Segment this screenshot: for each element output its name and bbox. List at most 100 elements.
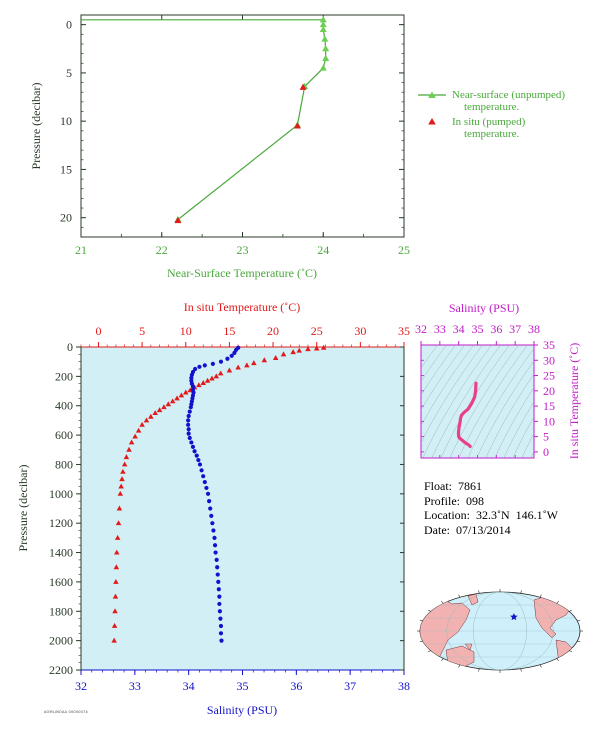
- pressure-tick-label: 200: [55, 369, 73, 383]
- near-surface-point: [321, 35, 329, 42]
- ts-isopycnal: [512, 416, 534, 458]
- map-frame-tick: [419, 619, 423, 622]
- temperature-point: [204, 377, 211, 383]
- map-frame-tick: [458, 594, 461, 598]
- land-kamchatka: [467, 593, 479, 606]
- temperature-point: [111, 622, 118, 628]
- near-surface-x-label: Near-Surface Temperature (˚C): [167, 266, 317, 280]
- salinity-point: [207, 499, 212, 504]
- temp-tick-label: 5: [139, 324, 145, 338]
- salinity-point: [214, 557, 219, 562]
- temperature-point: [143, 417, 150, 423]
- ts-isopycnal: [421, 345, 438, 369]
- map-frame-tick: [441, 658, 444, 661]
- near-surface-chart: 21 22 23 24 25 0 5 10 15 20 Near-Surface Temperat…: [29, 14, 565, 280]
- legend-label-in-situ-line2: temperature.: [464, 128, 520, 140]
- temperature-point: [128, 439, 135, 445]
- ts-profile-curve: [456, 381, 478, 448]
- map-frame-tick: [520, 668, 522, 672]
- salinity-point: [211, 528, 216, 533]
- ts-isopycnal: [449, 345, 519, 458]
- salinity-point: [208, 506, 213, 511]
- temp-tick-label: 0: [95, 324, 101, 338]
- pressure-tick-label: 2000: [49, 634, 73, 648]
- salinity-point: [216, 587, 221, 592]
- salinity-point: [218, 631, 224, 636]
- map-frame-tick: [569, 609, 573, 612]
- temperature-point: [209, 375, 215, 381]
- salinity-point: [188, 405, 193, 410]
- salinity-point: [193, 366, 198, 372]
- ts-y-tick-label: 10: [543, 414, 555, 428]
- near-surface-point: [322, 54, 330, 61]
- float-location: Location: 32.3˚N 146.1˚W: [424, 508, 558, 522]
- location-map: [417, 589, 583, 673]
- temperature-point: [112, 593, 119, 599]
- profile-bottom-x-label: Salinity (PSU): [207, 703, 277, 717]
- ts-y-tick-label: 15: [543, 399, 555, 413]
- in-situ-point: [293, 122, 301, 129]
- sal-tick-label: 36: [290, 679, 302, 693]
- profile-ticks: 0 5 10 15 20 25 30 35 32 33 34 35 36 37 38 0 200 400 600 80…: [49, 324, 410, 693]
- map-frame-tick: [577, 619, 581, 622]
- ts-y-label: In situ Temperature (˚C): [567, 343, 581, 460]
- temperature-point: [161, 404, 167, 410]
- near-surface-point: [319, 25, 327, 32]
- near-surface-series-line: [81, 19, 327, 221]
- temperature-point: [174, 395, 180, 401]
- salinity-point: [190, 384, 196, 389]
- temperature-point: [272, 355, 279, 360]
- y-tick-label: 20: [60, 211, 72, 225]
- ts-isopycnal: [476, 360, 534, 458]
- ts-x-tick-label: 38: [528, 322, 540, 336]
- temperature-point: [111, 637, 117, 643]
- ts-x-label: Salinity (PSU): [449, 301, 519, 315]
- legend-marker-near-surface: [428, 91, 436, 98]
- temperature-point: [196, 382, 202, 388]
- near-surface-y-label: Pressure (decibar): [29, 83, 43, 170]
- in-situ-point: [299, 83, 307, 90]
- salinity-point: [197, 462, 203, 467]
- salinity-point: [217, 601, 222, 607]
- ts-isopycnal: [421, 345, 474, 427]
- map-frame-tick: [427, 650, 431, 653]
- ts-isopycnal: [503, 401, 534, 458]
- map-frame-tick: [556, 658, 559, 661]
- temperature-point: [313, 345, 320, 351]
- temperature-point: [148, 413, 154, 419]
- salinity-point: [232, 350, 237, 355]
- map-frame-tick: [427, 609, 431, 612]
- ts-y-tick-label: 25: [543, 369, 555, 383]
- map-frame-tick: [419, 640, 423, 643]
- salinity-point: [229, 353, 234, 358]
- map-frame-tick: [556, 601, 559, 604]
- x-tick-label: 22: [156, 243, 168, 257]
- map-frame-tick: [569, 650, 573, 653]
- temperature-point: [117, 490, 124, 496]
- ts-y-tick-label: 5: [543, 430, 549, 444]
- near-surface-points: [174, 16, 330, 224]
- ts-y-tick-label: 35: [543, 338, 555, 352]
- map-frame-tick: [441, 601, 444, 604]
- temperature-point: [290, 349, 296, 355]
- map-frame-ticks: [417, 589, 583, 673]
- pressure-tick-label: 0: [67, 340, 73, 354]
- profile-number: Profile: 098: [424, 493, 484, 508]
- salinity-point: [215, 572, 220, 577]
- temperature-point: [123, 454, 130, 460]
- ts-isopycnal: [421, 345, 447, 382]
- y-tick-label: 15: [60, 162, 72, 176]
- pressure-tick-label: 600: [55, 428, 73, 442]
- temperature-point: [251, 360, 257, 366]
- sal-tick-label: 33: [129, 679, 141, 693]
- temperature-point: [165, 401, 172, 407]
- map-frame-tick: [539, 594, 542, 598]
- salinity-point: [187, 409, 192, 414]
- temperature-point: [280, 351, 287, 357]
- y-tick-label: 10: [60, 114, 72, 128]
- ts-isopycnal: [422, 345, 492, 458]
- ts-x-tick-label: 35: [472, 322, 484, 336]
- salinity-point: [218, 623, 224, 629]
- ts-x-tick-label: 32: [415, 322, 427, 336]
- x-tick-label: 25: [398, 243, 410, 257]
